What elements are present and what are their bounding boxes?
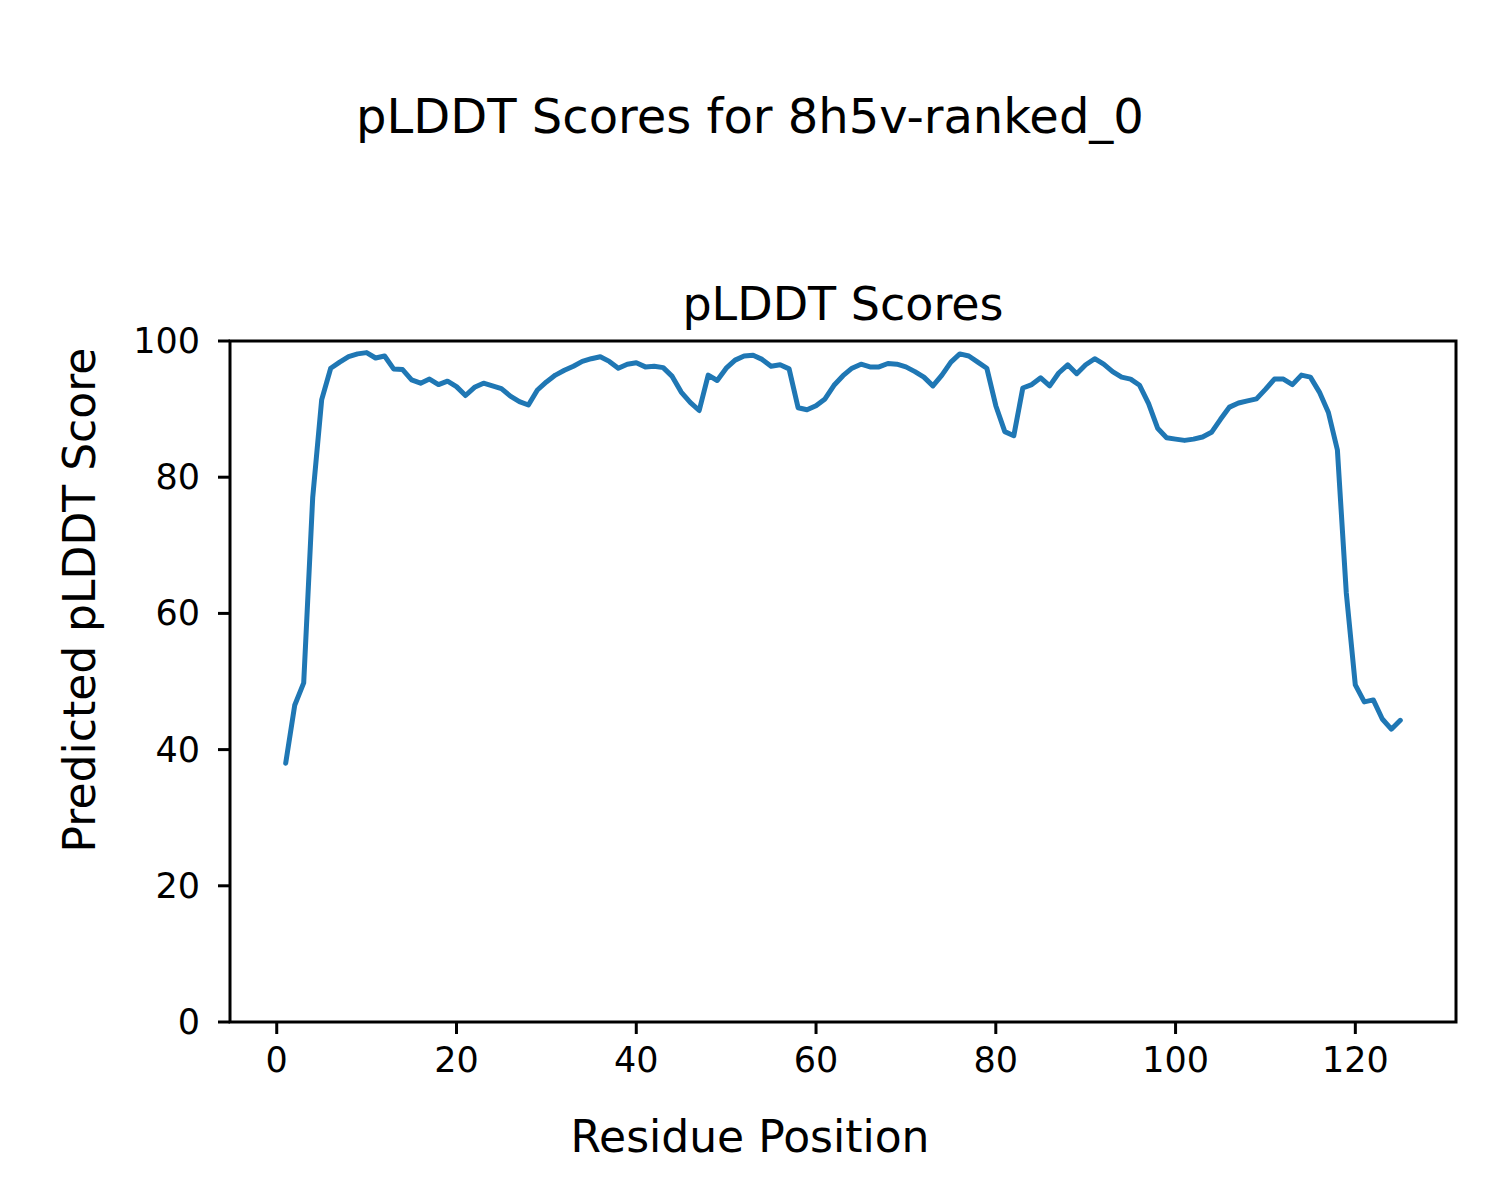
x-tick-label: 120 xyxy=(1322,1040,1389,1080)
y-tick-label: 60 xyxy=(155,593,200,633)
axes-frame xyxy=(230,341,1456,1022)
y-tick-label: 20 xyxy=(155,866,200,906)
axes-title: pLDDT Scores xyxy=(682,277,1003,331)
y-tick-label: 100 xyxy=(133,321,200,361)
axis-ticks: 0 20 40 60 80 100 120 0 20 40 60 80 100 xyxy=(133,321,1389,1080)
x-tick-label: 100 xyxy=(1142,1040,1209,1080)
x-tick-label: 40 xyxy=(614,1040,659,1080)
y-tick-label: 40 xyxy=(155,730,200,770)
x-tick-label: 80 xyxy=(974,1040,1019,1080)
plot-canvas: pLDDT Scores for 8h5v-ranked_0 pLDDT Sco… xyxy=(0,0,1500,1200)
y-tick-label: 80 xyxy=(155,457,200,497)
y-tick-label: 0 xyxy=(178,1002,200,1042)
plddt-line xyxy=(286,353,1401,764)
y-axis-label: Predicted pLDDT Score xyxy=(54,348,105,853)
x-tick-label: 0 xyxy=(266,1040,288,1080)
x-tick-label: 20 xyxy=(434,1040,479,1080)
figure: pLDDT Scores for 8h5v-ranked_0 pLDDT Sco… xyxy=(0,0,1500,1200)
x-axis-label: Residue Position xyxy=(570,1111,929,1162)
x-tick-label: 60 xyxy=(794,1040,839,1080)
figure-title: pLDDT Scores for 8h5v-ranked_0 xyxy=(356,88,1144,144)
